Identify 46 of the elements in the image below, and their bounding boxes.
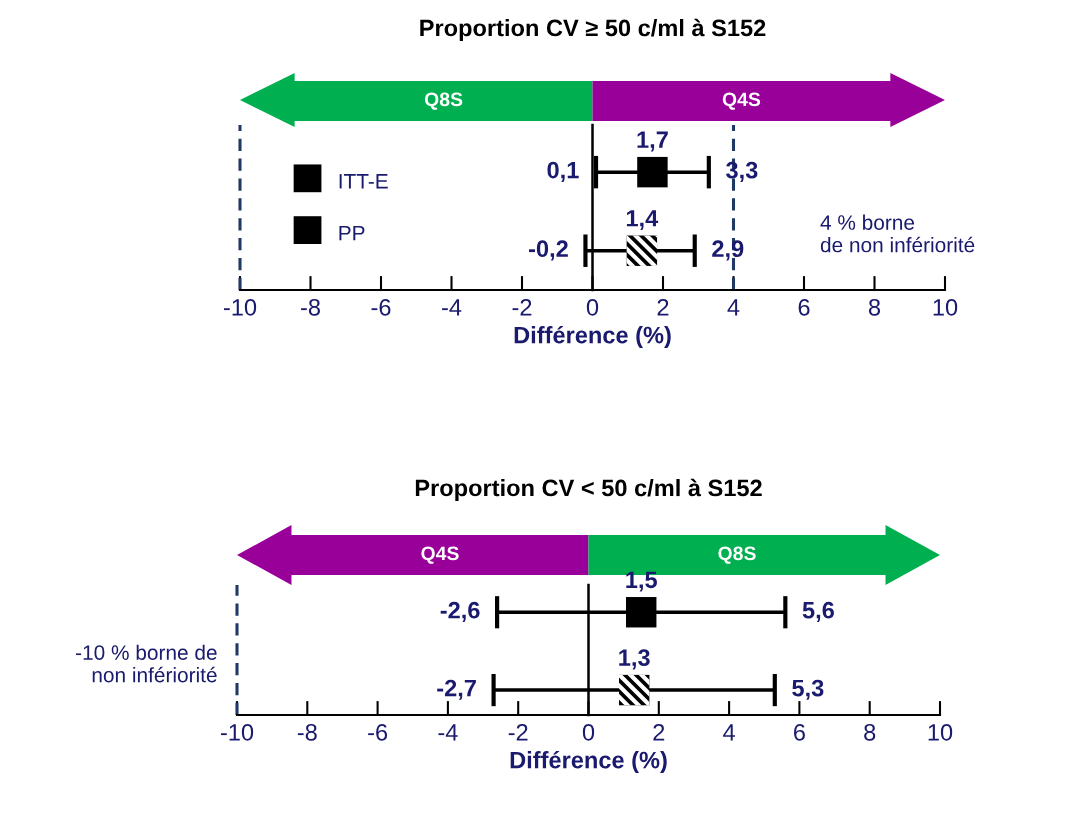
legend-label: PP (339, 225, 365, 241)
x-tick-label: 10 (933, 298, 958, 316)
ref-line-label: 4 % borne de non infériorité (820, 214, 975, 253)
x-tick-label: -8 (297, 723, 317, 741)
annotation: -2,6 (440, 601, 480, 623)
x-tick-label: 8 (868, 298, 881, 316)
ref-line-label: -10 % borne de non infériorité (76, 644, 217, 683)
x-tick-label: 2 (653, 723, 665, 741)
text: Q4S (421, 546, 459, 564)
x-tick-label: -2 (508, 723, 528, 741)
x-axis-title: Différence (%) (510, 750, 667, 774)
data-label: 1,4 (626, 210, 659, 231)
x-tick-label: 4 (723, 724, 735, 741)
annotation: 5,3 (792, 679, 824, 700)
x-tick-label: -6 (371, 298, 391, 316)
annotation: 0,1 (547, 161, 579, 182)
chart-title: Proportion CV ≥ 50 c/ml à S152 (420, 18, 766, 41)
x-axis-title: Différence (%) (514, 325, 671, 349)
annotation: 5,6 (802, 601, 834, 623)
chart-title: Proportion CV < 50 c/ml à S152 (415, 478, 762, 501)
x-tick-label: 2 (657, 298, 669, 316)
data-label: 1,5 (626, 571, 657, 592)
data-label: 1,7 (637, 131, 668, 152)
x-tick-label: 6 (798, 298, 810, 316)
x-tick-label: -4 (442, 299, 462, 316)
x-tick-label: 0 (582, 723, 595, 741)
x-tick-label: -6 (368, 723, 388, 741)
x-tick-label: -10 (220, 723, 254, 741)
x-tick-label: -2 (512, 298, 532, 316)
x-tick-label: -8 (301, 298, 320, 316)
x-tick-label: -10 (223, 298, 257, 316)
annotation: -2,7 (437, 679, 476, 700)
annotation: -0,2 (529, 240, 568, 261)
text: Q8S (424, 92, 463, 110)
x-tick-label: 0 (586, 298, 599, 316)
text: Q8S (718, 546, 756, 564)
x-tick-label: 6 (794, 723, 805, 741)
data-label: 1,3 (619, 649, 650, 670)
legend-label: ITT-E (339, 174, 388, 189)
x-tick-label: 10 (928, 723, 953, 741)
annotation: 3,3 (726, 161, 758, 182)
x-tick-label: 8 (864, 723, 876, 741)
text: Q4S (722, 92, 761, 110)
x-tick-label: -4 (438, 724, 458, 741)
annotation: 2,9 (712, 240, 744, 261)
x-tick-label: 4 (727, 299, 740, 316)
